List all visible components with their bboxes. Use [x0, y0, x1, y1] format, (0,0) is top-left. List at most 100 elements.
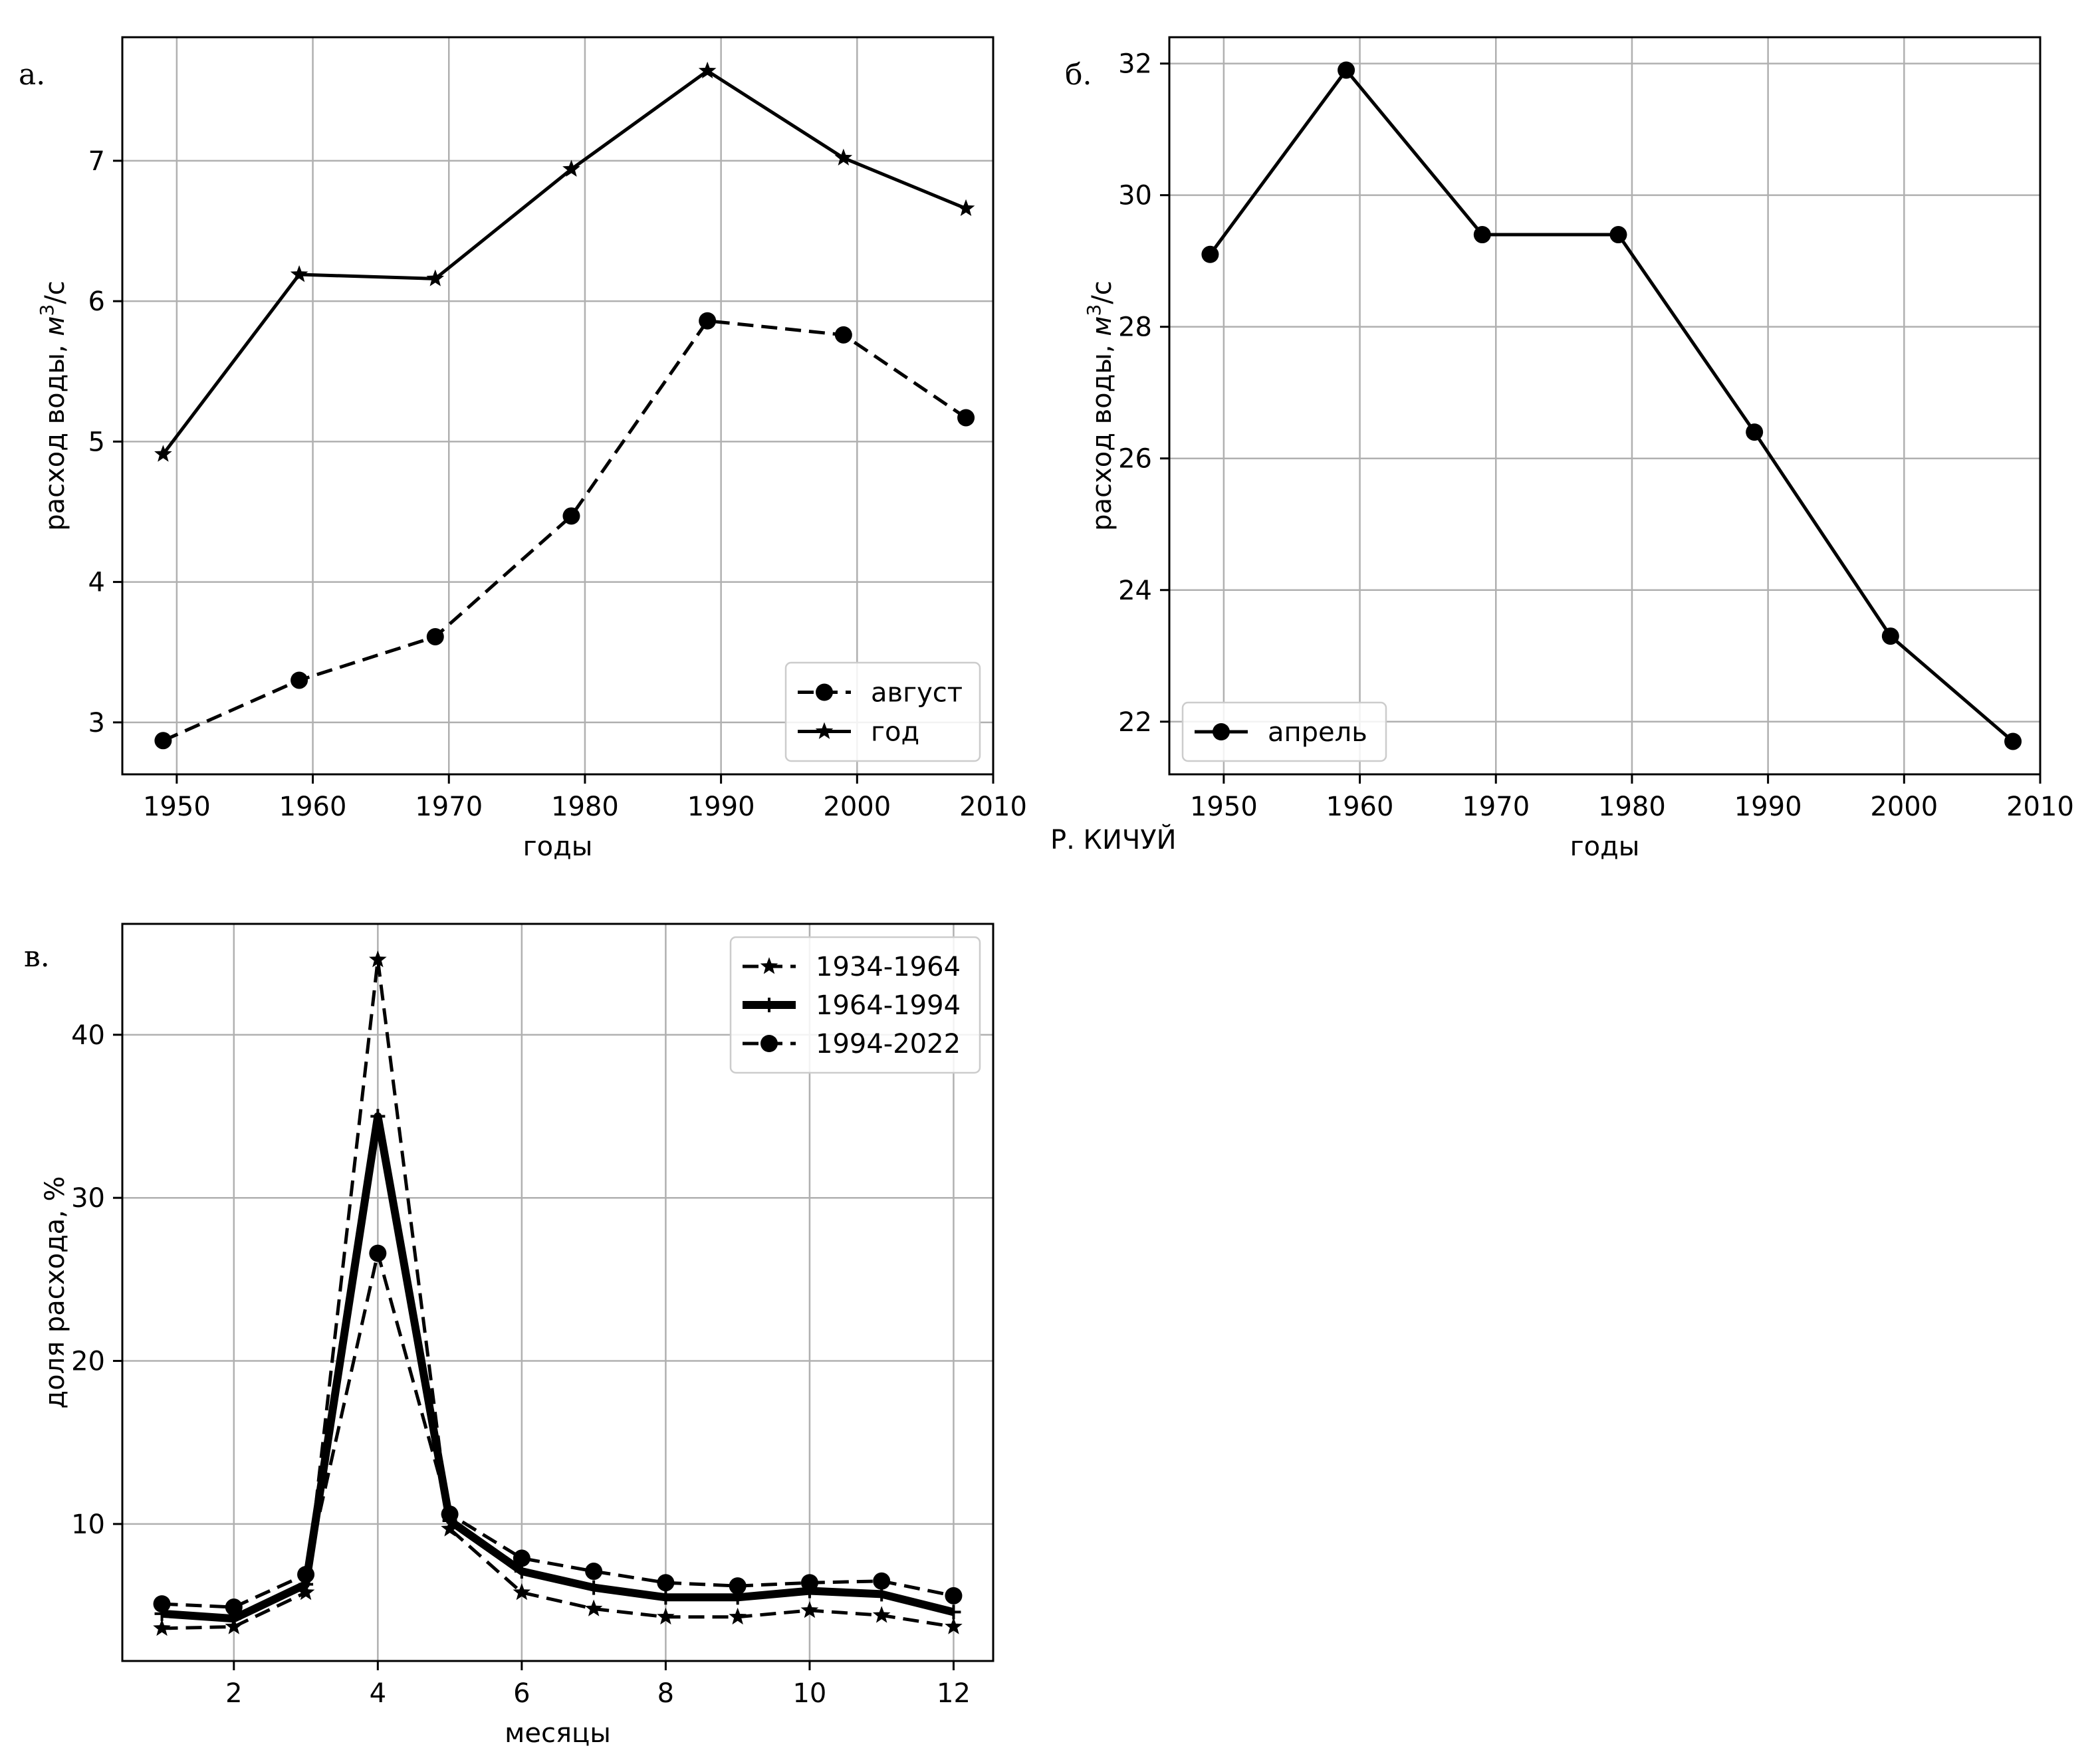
- data-point-год: [290, 265, 308, 282]
- data-point-1994-2022: [225, 1599, 243, 1616]
- data-point-год: [154, 445, 172, 462]
- x-axis-title: годы: [1570, 831, 1640, 862]
- legend-label: 1964-1994: [816, 990, 961, 1021]
- x-tick-label: 2000: [1870, 792, 1938, 822]
- data-point-август: [562, 507, 580, 525]
- y-tick-label: 7: [88, 146, 105, 177]
- x-tick-label: 1970: [415, 792, 483, 822]
- data-point-год: [834, 148, 853, 165]
- data-point-апрель: [1338, 61, 1355, 79]
- data-point-год: [562, 160, 580, 177]
- x-tick-label: 2000: [823, 792, 891, 822]
- x-tick-label: 2: [225, 1678, 242, 1709]
- y-tick-label: 26: [1118, 444, 1152, 475]
- chart-panel-1: 1950 1960 1970 1980 1990 2000 2010 3 4 5 6 7 годы рас…: [19, 36, 1027, 862]
- y-tick-label: 28: [1118, 312, 1152, 343]
- data-point-апрель: [1201, 245, 1219, 263]
- data-point-1934-1964: [369, 950, 387, 968]
- data-point-август: [834, 326, 852, 344]
- data-point-1994-2022: [729, 1577, 747, 1595]
- panel-letter: а.: [19, 58, 45, 92]
- legend: 1934-1964 1964-1994 1994-2022: [729, 936, 981, 1074]
- x-axis-title: годы: [523, 831, 593, 862]
- chart-panel-3: 2 4 6 8 10 12 10 20 30 40 месяцы доля расхода, % в. 1…: [24, 923, 994, 1749]
- chart-panel-2: 1950 1960 1970 1980 1990 2000 2010 22 24 26 28 30 32…: [1065, 36, 2074, 862]
- data-point-год: [698, 61, 717, 79]
- legend: август год: [784, 661, 981, 762]
- y-tick-label: 20: [71, 1347, 105, 1377]
- x-tick-label: 8: [657, 1678, 674, 1709]
- x-tick-label: 2010: [959, 792, 1027, 822]
- data-point-август: [426, 627, 444, 645]
- data-point-1994-2022: [873, 1572, 891, 1590]
- legend-marker: [1213, 723, 1230, 740]
- data-point-август: [699, 312, 717, 330]
- y-tick-label: 4: [88, 568, 105, 598]
- data-point-1994-2022: [297, 1565, 315, 1583]
- y-tick-label: 3: [88, 708, 105, 738]
- data-point-1934-1964: [153, 1618, 171, 1636]
- x-tick-label: 10: [792, 1678, 826, 1709]
- data-point-август: [154, 732, 172, 750]
- y-tick-label: 30: [71, 1183, 105, 1214]
- data-point-1994-2022: [585, 1563, 603, 1581]
- data-point-1964-1994: [946, 1604, 961, 1620]
- data-point-1994-2022: [369, 1244, 387, 1262]
- legend-box: [784, 661, 981, 762]
- data-point-апрель: [1746, 423, 1764, 441]
- x-tick-label: 1960: [279, 792, 347, 822]
- data-point-1934-1964: [657, 1607, 675, 1625]
- x-tick-label: 1980: [1598, 792, 1666, 822]
- plot-frame: [121, 923, 994, 1662]
- x-tick-label: 1950: [143, 792, 211, 822]
- x-tick-label: 6: [513, 1678, 530, 1709]
- x-tick-label: 4: [370, 1678, 386, 1709]
- data-point-август: [291, 671, 308, 689]
- x-axis-title: месяцы: [505, 1718, 611, 1749]
- series-line-1994-2022: [162, 1252, 954, 1609]
- y-tick-label: 22: [1118, 707, 1152, 738]
- data-point-1934-1964: [945, 1617, 963, 1634]
- legend-marker: [760, 1035, 778, 1052]
- data-point-1964-1994: [586, 1580, 602, 1595]
- data-point-1934-1964: [729, 1607, 747, 1625]
- legend-box: [1181, 701, 1387, 762]
- data-point-1994-2022: [153, 1595, 171, 1613]
- legend-marker: [815, 722, 834, 739]
- legend-label: 1994-2022: [816, 1029, 961, 1059]
- data-point-1964-1994: [658, 1590, 673, 1605]
- legend-marker: [760, 957, 778, 974]
- data-point-апрель: [1473, 226, 1491, 244]
- y-tick-label: 32: [1118, 49, 1152, 80]
- data-point-1994-2022: [441, 1505, 459, 1523]
- y-axis-title: расход воды, м3/с: [36, 280, 70, 531]
- x-tick-label: 1990: [687, 792, 755, 822]
- panel-letter: б.: [1065, 58, 1092, 92]
- y-axis-title: расход воды, м3/с: [1083, 280, 1117, 531]
- data-point-год: [957, 199, 975, 217]
- data-point-апрель: [1881, 627, 1899, 645]
- data-point-апрель: [1609, 226, 1627, 244]
- plot-frame: [1168, 36, 2042, 776]
- data-point-1964-1994: [370, 1109, 386, 1124]
- y-tick-label: 40: [71, 1020, 105, 1051]
- x-tick-label: 2010: [2006, 792, 2074, 822]
- x-tick-label: 1950: [1190, 792, 1258, 822]
- data-point-август: [957, 409, 975, 427]
- x-tick-label: 1960: [1326, 792, 1394, 822]
- legend-marker: [762, 998, 776, 1012]
- y-tick-label: 5: [88, 427, 105, 457]
- x-tick-label: 1990: [1734, 792, 1802, 822]
- y-tick-label: 30: [1118, 181, 1152, 211]
- y-axis-title: доля расхода, %: [40, 1176, 70, 1408]
- data-point-1994-2022: [945, 1587, 963, 1604]
- y-tick-label: 24: [1118, 576, 1152, 606]
- figure-caption: Р. КИЧУЙ: [1050, 824, 1177, 855]
- legend-box: [729, 936, 981, 1074]
- series-line-1964-1994: [162, 1112, 955, 1623]
- y-tick-label: 10: [71, 1509, 105, 1540]
- legend-marker: [816, 683, 833, 701]
- legend-label: август: [871, 678, 963, 709]
- legend-label: 1934-1964: [816, 952, 961, 982]
- data-point-1994-2022: [800, 1574, 818, 1592]
